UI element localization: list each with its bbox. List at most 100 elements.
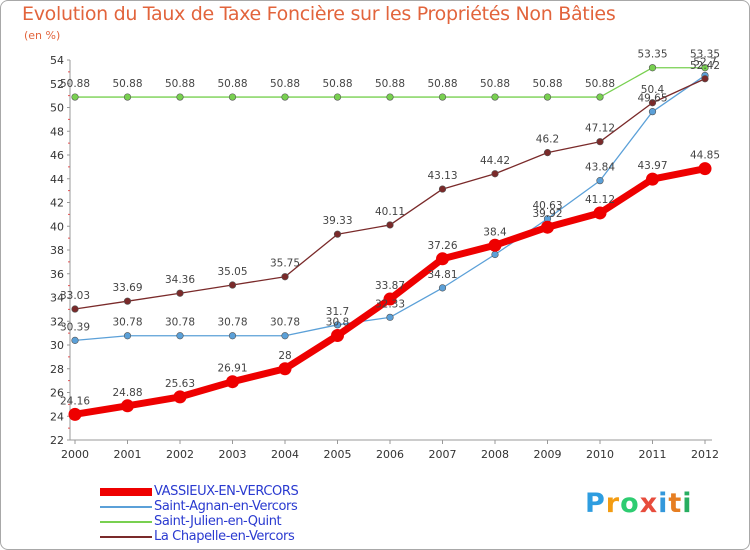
data-label: 28 xyxy=(278,350,291,362)
data-label: 53.35 xyxy=(690,49,720,61)
data-label: 50.88 xyxy=(532,78,562,90)
data-label: 50.88 xyxy=(112,78,142,90)
data-point xyxy=(698,162,712,176)
data-label: 50.88 xyxy=(585,78,615,90)
data-label: 50.88 xyxy=(322,78,352,90)
data-label: 30.78 xyxy=(165,317,195,329)
data-point xyxy=(123,297,132,305)
data-point xyxy=(228,332,237,340)
data-point xyxy=(543,149,552,157)
data-label: 30.78 xyxy=(217,317,247,329)
data-point xyxy=(331,329,344,342)
data-label: 35.05 xyxy=(217,266,247,278)
data-point xyxy=(701,64,709,72)
data-label: 38.4 xyxy=(483,226,507,238)
data-label: 33.69 xyxy=(112,282,142,294)
x-tick-label: 2011 xyxy=(639,448,667,461)
data-point xyxy=(173,390,187,404)
data-point xyxy=(281,332,289,340)
y-tick-label: 50 xyxy=(50,102,64,115)
data-label: 41.12 xyxy=(585,194,615,206)
data-label: 24.88 xyxy=(112,387,142,399)
x-tick-label: 2004 xyxy=(271,448,299,461)
data-label: 47.12 xyxy=(585,123,615,135)
data-point xyxy=(123,332,132,340)
logo-letter: t xyxy=(668,488,683,519)
data-point xyxy=(333,321,342,329)
data-point xyxy=(123,93,132,101)
data-point xyxy=(228,281,237,289)
data-point xyxy=(596,138,604,146)
data-label: 49.65 xyxy=(637,93,667,105)
data-point xyxy=(491,250,499,259)
data-label: 52.7 xyxy=(693,56,716,68)
legend: VASSIEUX-EN-VERCORS Saint-Agnan-en-Vercor… xyxy=(100,484,360,544)
data-point xyxy=(281,273,289,281)
data-point xyxy=(121,399,134,413)
legend-item: VASSIEUX-EN-VERCORS xyxy=(100,484,360,499)
data-label: 50.88 xyxy=(270,78,300,90)
y-tick-label: 38 xyxy=(50,244,64,257)
y-tick-label: 26 xyxy=(50,387,64,400)
x-tick-label: 2008 xyxy=(481,448,509,461)
data-point xyxy=(386,313,394,321)
legend-swatch xyxy=(100,488,152,496)
unit-label: (en %) xyxy=(24,29,61,42)
y-tick-label: 48 xyxy=(50,125,64,138)
data-point xyxy=(648,99,657,107)
data-label: 43.13 xyxy=(427,170,457,182)
data-point xyxy=(176,289,184,297)
x-tick-label: 2005 xyxy=(324,448,352,461)
data-point xyxy=(383,292,397,306)
x-tick-label: 2002 xyxy=(166,448,194,461)
data-label: 31.7 xyxy=(326,306,349,318)
data-point xyxy=(386,93,394,101)
x-tick-label: 2006 xyxy=(376,448,404,461)
logo-letter: i xyxy=(658,488,669,519)
data-point xyxy=(648,64,657,72)
y-tick-label: 24 xyxy=(50,410,64,423)
y-tick-label: 22 xyxy=(50,434,64,447)
legend-item: Saint-Agnan-en-Vercors xyxy=(100,499,360,514)
legend-label: Saint-Agnan-en-Vercors xyxy=(154,499,298,514)
data-label: 50.88 xyxy=(480,78,510,90)
data-point xyxy=(701,75,709,83)
y-tick-label: 46 xyxy=(50,149,64,162)
y-tick-label: 30 xyxy=(50,339,64,352)
data-label: 35.75 xyxy=(270,258,300,270)
data-point xyxy=(226,375,239,389)
data-point xyxy=(438,284,447,292)
legend-swatch xyxy=(100,506,152,508)
data-label: 43.84 xyxy=(585,162,615,174)
data-label: 33.03 xyxy=(60,290,90,302)
chart-title: Evolution du Taux de Taxe Foncière sur l… xyxy=(22,3,616,25)
data-point xyxy=(593,206,607,220)
proxiti-logo: Proxiti xyxy=(585,488,693,519)
legend-swatch xyxy=(100,536,152,538)
legend-swatch xyxy=(100,521,152,523)
data-label: 26.91 xyxy=(217,363,247,375)
data-label: 39.92 xyxy=(532,208,562,220)
data-label: 50.88 xyxy=(60,78,90,90)
y-tick-label: 54 xyxy=(50,54,64,67)
data-label: 30.78 xyxy=(270,317,300,329)
data-point xyxy=(488,238,502,252)
data-label: 50.88 xyxy=(427,78,457,90)
y-tick-label: 34 xyxy=(50,292,64,305)
logo-letter: i xyxy=(682,488,693,519)
data-label: 30.8 xyxy=(326,317,349,329)
data-point xyxy=(281,93,289,101)
data-label: 50.88 xyxy=(375,78,405,90)
x-tick-label: 2009 xyxy=(534,448,562,461)
data-point xyxy=(648,108,657,116)
data-label: 46.2 xyxy=(536,134,559,146)
data-point xyxy=(176,332,184,340)
data-label: 39.33 xyxy=(322,215,352,227)
data-point xyxy=(491,93,499,101)
data-label: 30.39 xyxy=(60,321,90,333)
data-point xyxy=(71,93,79,101)
data-label: 50.88 xyxy=(217,78,247,90)
data-point xyxy=(596,177,604,185)
data-point xyxy=(68,407,82,421)
